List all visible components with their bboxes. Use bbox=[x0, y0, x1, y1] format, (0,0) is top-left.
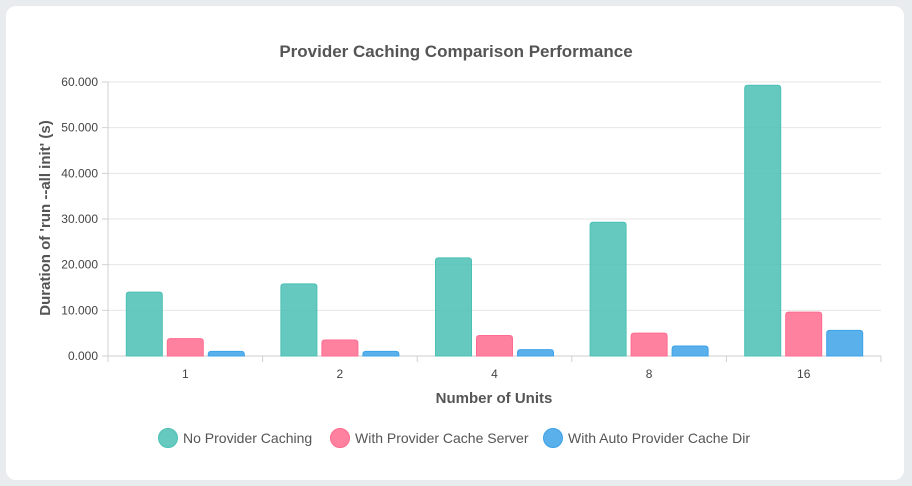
y-axis-ticks: 0.000 10.000 20.000 30.000 40.000 50.000 60.00… bbox=[61, 75, 98, 363]
bar bbox=[125, 291, 163, 357]
x-tick-label: 4 bbox=[491, 367, 498, 381]
bar bbox=[589, 221, 627, 357]
legend: No Provider Caching With Provider Cache S… bbox=[158, 428, 751, 448]
bar bbox=[517, 349, 554, 357]
bar bbox=[362, 350, 400, 357]
bar bbox=[280, 283, 318, 357]
x-tick-label: 8 bbox=[646, 367, 653, 381]
bar bbox=[207, 350, 245, 357]
bars bbox=[125, 84, 864, 357]
legend-label: No Provider Caching bbox=[183, 430, 312, 446]
y-tick-label: 0.000 bbox=[68, 349, 98, 363]
bar bbox=[630, 332, 668, 357]
legend-label: With Provider Cache Server bbox=[355, 430, 529, 446]
bar bbox=[476, 334, 513, 357]
chart-title: Provider Caching Comparison Performance bbox=[279, 42, 632, 61]
x-tick-label: 1 bbox=[182, 367, 189, 381]
y-tick-label: 10.000 bbox=[61, 303, 98, 317]
y-tick-label: 30.000 bbox=[61, 212, 98, 226]
legend-swatch bbox=[543, 428, 563, 448]
bar bbox=[321, 339, 359, 357]
y-tick-label: 40.000 bbox=[61, 166, 98, 180]
bar bbox=[826, 329, 864, 357]
y-axis-title: Duration of 'run --all init' (s) bbox=[37, 120, 54, 315]
legend-label: With Auto Provider Cache Dir bbox=[568, 430, 750, 446]
y-tick-label: 60.000 bbox=[61, 75, 98, 89]
legend-item[interactable]: No Provider Caching bbox=[158, 428, 313, 448]
legend-swatch bbox=[330, 428, 350, 448]
y-tick-label: 20.000 bbox=[61, 258, 98, 272]
x-axis-title: Number of Units bbox=[436, 390, 553, 407]
legend-item[interactable]: With Provider Cache Server bbox=[330, 428, 529, 448]
bar bbox=[785, 311, 823, 357]
x-axis-ticks: 1 2 4 8 16 bbox=[182, 367, 811, 381]
y-tick-label: 50.000 bbox=[61, 121, 98, 135]
bar bbox=[671, 345, 709, 357]
bar bbox=[744, 84, 782, 357]
bar bbox=[435, 257, 472, 357]
x-tick-label: 2 bbox=[337, 367, 344, 381]
legend-item[interactable]: With Auto Provider Cache Dir bbox=[543, 428, 751, 448]
bar bbox=[166, 338, 204, 357]
legend-swatch bbox=[158, 428, 178, 448]
x-tick-label: 16 bbox=[797, 367, 811, 381]
